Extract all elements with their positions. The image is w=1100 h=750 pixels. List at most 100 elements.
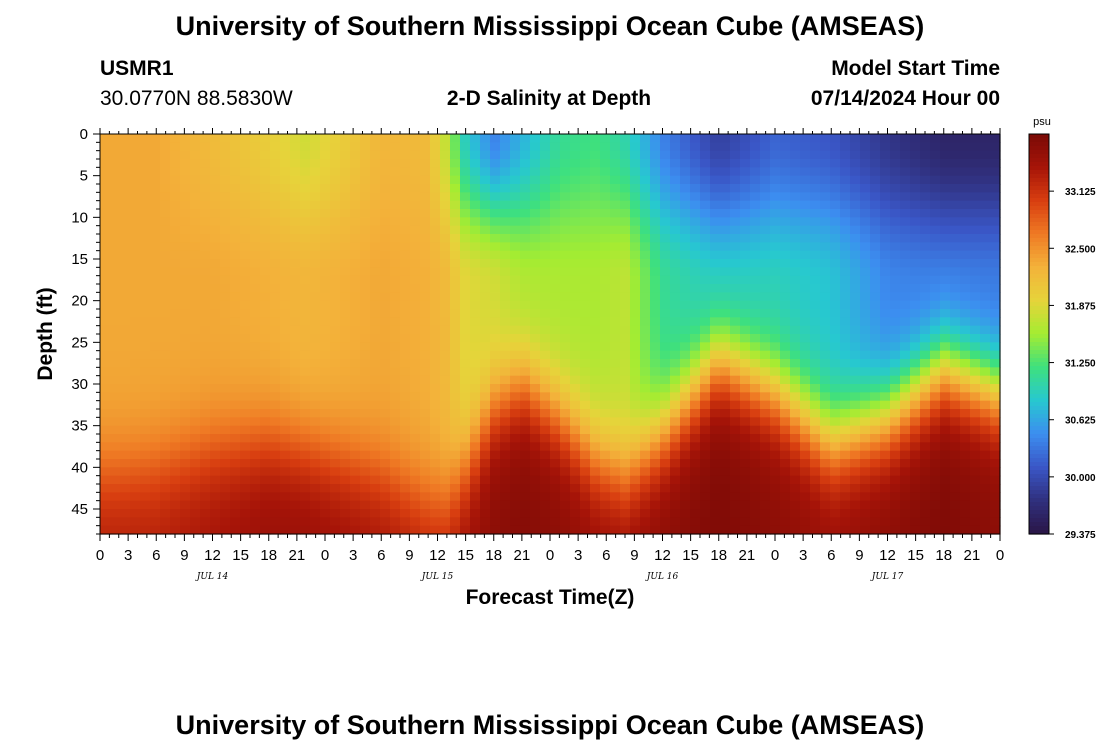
heatmap-cell [810,142,821,152]
heatmap-cell [840,309,851,318]
heatmap-cell [860,142,871,152]
heatmap-cell [950,525,961,535]
heatmap-cell [900,400,911,410]
heatmap-cell [270,467,281,477]
heatmap-cell [630,275,641,285]
heatmap-cell [620,442,631,452]
x-tick-label: 9 [180,547,188,564]
heatmap-cell [740,442,751,452]
heatmap-cell [720,467,731,477]
heatmap-cell [780,509,791,518]
heatmap-cell [180,500,191,510]
heatmap-cell [450,509,461,518]
heatmap-cell [550,417,561,427]
heatmap-cell [500,442,511,452]
colorbar-swatch [1029,266,1049,271]
heatmap-cell [310,350,321,360]
heatmap-cell [290,284,301,293]
footer-title: University of Southern Mississippi Ocean… [176,710,925,740]
heatmap-cell [670,525,681,535]
heatmap-cell [450,134,461,143]
heatmap-cell [130,167,141,177]
heatmap-cell [700,317,711,327]
heatmap-cell [530,200,541,210]
heatmap-cell [950,242,961,252]
heatmap-cell [720,459,731,468]
y-tick-label: 25 [71,334,88,351]
heatmap-cell [560,317,571,327]
heatmap-cell [230,300,241,310]
heatmap-cell [980,475,991,485]
heatmap-cell [980,234,991,243]
heatmap-cell [810,434,821,443]
heatmap-cell [570,200,581,210]
heatmap-cell [730,184,741,193]
heatmap-cell [540,342,551,352]
heatmap-cell [590,425,601,435]
heatmap-cell [530,367,541,377]
heatmap-cell [490,292,501,302]
heatmap-cell [960,400,971,410]
heatmap-cell [690,500,701,510]
heatmap-cell [970,359,981,368]
heatmap-cell [910,225,921,235]
heatmap-cell [580,309,591,318]
heatmap-cell [750,225,761,235]
heatmap-cell [610,459,621,468]
heatmap-cell [790,509,801,518]
heatmap-cell [180,467,191,477]
heatmap-cell [550,517,561,527]
heatmap-cell [450,350,461,360]
heatmap-cell [550,467,561,477]
heatmap-cell [800,517,811,527]
heatmap-cell [850,509,861,518]
heatmap-cell [790,250,801,260]
heatmap-cell [550,350,561,360]
heatmap-cell [160,250,171,260]
heatmap-cell [160,134,171,143]
heatmap-cell [500,200,511,210]
heatmap-cell [570,375,581,385]
heatmap-cell [400,475,411,485]
heatmap-cell [140,409,151,418]
heatmap-cell [420,425,431,435]
heatmap-cell [940,234,951,243]
heatmap-cell [760,192,771,202]
heatmap-cell [800,275,811,285]
heatmap-cell [850,292,861,302]
heatmap-cell [980,284,991,293]
heatmap-cell [880,159,891,168]
heatmap-cell [560,200,571,210]
heatmap-cell [680,500,691,510]
heatmap-cell [250,442,261,452]
heatmap-cell [760,425,771,435]
heatmap-cell [430,175,441,185]
heatmap-cell [270,400,281,410]
heatmap-cell [960,342,971,352]
heatmap-cell [890,175,901,185]
heatmap-cell [910,434,921,443]
heatmap-cell [590,517,601,527]
heatmap-cell [730,142,741,152]
heatmap-cell [300,459,311,468]
heatmap-cell [350,267,361,277]
heatmap-cell [840,250,851,260]
heatmap-cell [950,225,961,235]
heatmap-cell [260,425,271,435]
heatmap-cell [420,309,431,318]
heatmap-cell [130,359,141,368]
heatmap-cell [260,167,271,177]
heatmap-cell [620,175,631,185]
heatmap-cell [240,500,251,510]
heatmap-cell [730,392,741,402]
heatmap-cell [220,317,231,327]
heatmap-cell [120,450,131,460]
heatmap-cell [890,192,901,202]
heatmap-cell [570,275,581,285]
heatmap-cell [720,167,731,177]
heatmap-cell [790,500,801,510]
heatmap-cell [780,217,791,227]
heatmap-cell [840,492,851,502]
heatmap-cell [680,309,691,318]
heatmap-cell [420,517,431,527]
